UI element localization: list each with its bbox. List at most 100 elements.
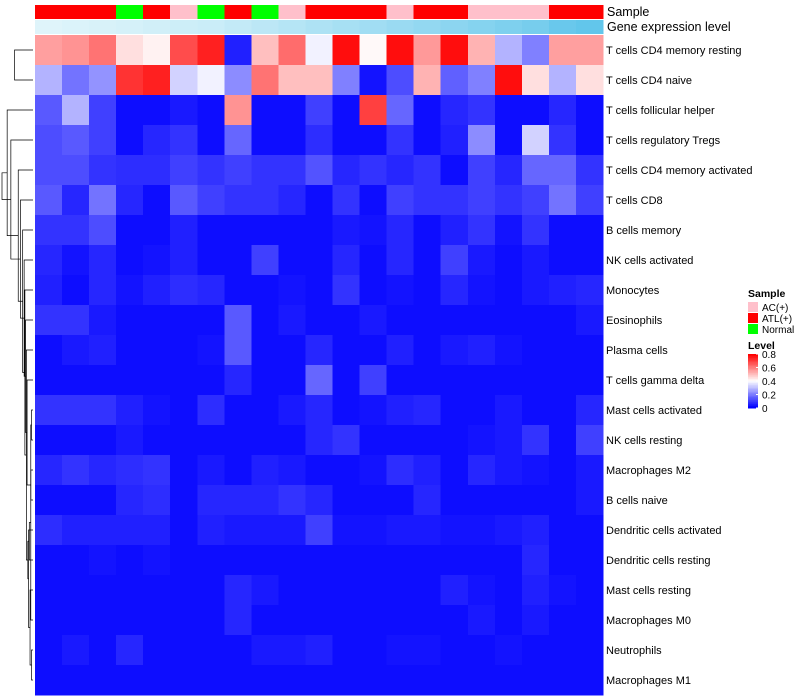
- legend-level-gradient-step: [748, 383, 758, 386]
- row-label: B cells memory: [606, 225, 682, 237]
- heatmap-cell: [332, 455, 361, 486]
- heatmap-cell: [386, 245, 415, 276]
- heatmap-cell: [278, 305, 306, 336]
- heatmap-cell: [62, 215, 90, 246]
- heatmap-cell: [494, 245, 523, 276]
- heatmap-cell: [89, 395, 117, 426]
- legend-level-gradient-step: [748, 374, 758, 376]
- row-label: T cells CD8: [606, 195, 663, 207]
- heatmap-cell: [332, 425, 361, 456]
- heatmap-cell: [440, 215, 469, 246]
- sample-annotation-cell: [386, 5, 415, 19]
- heatmap-cell: [440, 125, 469, 156]
- legend-level-colorbar: 0.8 0.6 0.4 0.2 0: [748, 350, 776, 415]
- dendrogram-branch: [6, 109, 33, 236]
- heatmap-cell: [278, 575, 306, 606]
- heatmap-cell: [170, 245, 198, 276]
- heatmap-cell: [548, 635, 577, 666]
- heatmap-cell: [359, 365, 388, 396]
- heatmap-cell: [116, 245, 144, 276]
- heatmap-cell: [413, 665, 442, 696]
- heatmap-cell: [224, 335, 252, 366]
- legend: Sample AC(+)ATL(+)Normal Level 0.8 0.6 0.4…: [748, 288, 794, 415]
- heatmap-cell: [467, 635, 496, 666]
- legend-level-gradient-step: [748, 358, 758, 360]
- heatmap-cell: [89, 335, 117, 366]
- heatmap-cell: [332, 95, 361, 126]
- heatmap-cell: [116, 455, 144, 486]
- heatmap-cell: [359, 635, 388, 666]
- row-label: Mast cells activated: [606, 405, 702, 417]
- heatmap-cell: [575, 605, 604, 636]
- row-label: Plasma cells: [606, 345, 668, 357]
- heatmap-cell: [359, 125, 388, 156]
- heatmap-cell: [116, 125, 144, 156]
- heatmap-cell: [548, 275, 577, 306]
- heatmap-cell: [575, 515, 604, 546]
- legend-sample-label: Normal: [762, 325, 794, 336]
- heatmap-cell: [494, 605, 523, 636]
- heatmap-cell: [413, 35, 442, 66]
- heatmap-cell: [494, 575, 523, 606]
- heatmap-cell: [413, 425, 442, 456]
- row-label: Mast cells resting: [606, 585, 691, 597]
- heatmap-cell: [197, 305, 225, 336]
- heatmap-cell: [494, 365, 523, 396]
- gene-expression-annotation-cell: [548, 20, 577, 34]
- heatmap-cell: [494, 305, 523, 336]
- heatmap-cell: [170, 395, 198, 426]
- legend-level-gradient-step: [748, 378, 758, 381]
- legend-level-gradient-step: [748, 397, 758, 399]
- sample-annotation-cell: [197, 5, 225, 19]
- heatmap-cell: [170, 665, 198, 696]
- heatmap-cell: [116, 635, 144, 666]
- heatmap-cell: [575, 395, 604, 426]
- legend-level-gradient-step: [748, 360, 758, 363]
- gene-expression-annotation-cell: [413, 20, 442, 34]
- heatmap-cell: [224, 605, 252, 636]
- heatmap-cell: [305, 545, 334, 576]
- heatmap-cell: [467, 125, 496, 156]
- heatmap-cell: [116, 335, 144, 366]
- heatmap-cell: [116, 365, 144, 396]
- heatmap-cell: [224, 275, 252, 306]
- heatmap-cell: [386, 155, 415, 186]
- row-label: T cells follicular helper: [606, 105, 715, 117]
- heatmap-cell: [548, 575, 577, 606]
- heatmap-cell: [143, 245, 171, 276]
- heatmap-cell: [35, 155, 63, 186]
- heatmap-cell: [440, 305, 469, 336]
- heatmap-cell: [440, 95, 469, 126]
- heatmap-cell: [170, 635, 198, 666]
- dendrogram-branch: [20, 199, 33, 319]
- heatmap-cell: [224, 395, 252, 426]
- row-label: Dendritic cells activated: [606, 525, 722, 537]
- heatmap-cells: [35, 35, 604, 696]
- legend-level-tick-label: 0: [762, 404, 768, 415]
- heatmap-cell: [170, 545, 198, 576]
- heatmap-cell: [332, 305, 361, 336]
- heatmap-cell: [278, 275, 306, 306]
- heatmap-cell: [143, 635, 171, 666]
- heatmap-cell: [35, 515, 63, 546]
- heatmap-cell: [224, 365, 252, 396]
- heatmap-cell: [332, 365, 361, 396]
- heatmap-cell: [143, 665, 171, 696]
- heatmap-cell: [521, 665, 550, 696]
- heatmap-cell: [521, 155, 550, 186]
- heatmap-cell: [89, 635, 117, 666]
- legend-sample-label: ATL(+): [762, 314, 792, 325]
- heatmap-cell: [521, 65, 550, 96]
- heatmap-cell: [89, 455, 117, 486]
- heatmap-cell: [143, 125, 171, 156]
- heatmap-cell: [278, 665, 306, 696]
- heatmap-cell: [89, 245, 117, 276]
- heatmap-cell: [575, 335, 604, 366]
- dendrogram-branch: [24, 289, 33, 456]
- heatmap-cell: [413, 125, 442, 156]
- heatmap-cell: [467, 365, 496, 396]
- heatmap-cell: [278, 485, 306, 516]
- heatmap-cell: [62, 95, 90, 126]
- legend-level-gradient-step: [748, 366, 758, 368]
